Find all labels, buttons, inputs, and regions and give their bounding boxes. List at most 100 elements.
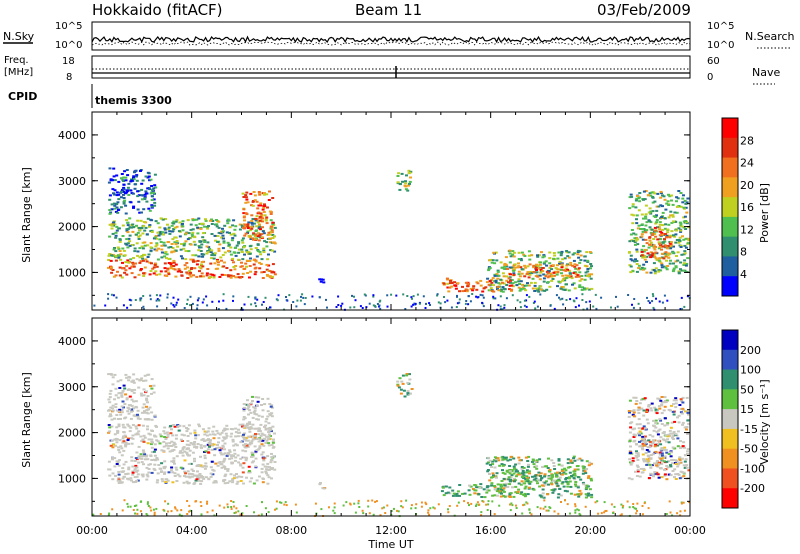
echo-cell: [182, 244, 186, 247]
echo-cell: [267, 264, 271, 267]
ground-scatter-cell: [264, 296, 267, 299]
echo-cell: [682, 206, 686, 209]
echo-cell: [551, 274, 555, 277]
echo-cell: [647, 450, 651, 453]
echo-cell: [117, 446, 120, 449]
echo-cell: [247, 235, 251, 237]
echo-cell: [505, 265, 509, 268]
echo-cell: [682, 475, 686, 478]
echo-cell: [645, 418, 649, 421]
echo-cell: [658, 243, 662, 246]
echo-cell: [508, 252, 512, 255]
echo-cell: [244, 459, 248, 462]
echo-cell: [679, 268, 682, 271]
echo-cell: [247, 435, 251, 438]
echo-cell: [254, 465, 258, 468]
x-axis-label: Time UT: [367, 538, 413, 551]
echo-cell: [163, 228, 167, 231]
echo-cell: [248, 471, 252, 474]
echo-cell: [248, 265, 252, 267]
echo-cell: [228, 226, 232, 229]
velocity-colorbar-tick-label: 100: [740, 364, 761, 377]
echo-cell: [153, 414, 157, 417]
ground-scatter-cell: [549, 304, 552, 307]
echo-cell: [494, 251, 498, 254]
echo-cell: [684, 206, 688, 209]
echo-cell: [319, 280, 323, 283]
ground-scatter-cell: [173, 305, 176, 308]
echo-cell: [186, 482, 190, 485]
echo-cell: [249, 257, 252, 260]
ground-scatter-cell: [539, 293, 542, 296]
echo-cell: [137, 445, 141, 448]
echo-cell: [143, 253, 147, 256]
echo-cell: [249, 248, 253, 251]
echo-cell: [164, 250, 168, 253]
echo-cell: [497, 487, 501, 490]
echo-cell: [205, 431, 209, 434]
echo-cell: [548, 275, 552, 278]
echo-cell: [673, 211, 677, 214]
echo-cell: [206, 227, 210, 230]
echo-cell: [226, 468, 230, 471]
echo-cell: [670, 462, 674, 465]
echo-cell: [572, 470, 576, 473]
echo-cell: [647, 455, 651, 458]
echo-cell: [160, 251, 164, 254]
echo-cell: [550, 489, 554, 491]
echo-cell: [641, 228, 645, 231]
echo-cell: [559, 254, 563, 257]
ground-scatter-cell: [405, 499, 408, 502]
echo-cell: [153, 448, 157, 451]
echo-cell: [647, 404, 651, 406]
echo-cell: [126, 242, 130, 245]
ground-scatter-cell: [562, 303, 565, 306]
echo-cell: [130, 404, 134, 407]
ground-scatter-cell: [539, 507, 542, 510]
echo-cell: [652, 215, 656, 218]
echo-cell: [115, 414, 119, 416]
echo-cell: [138, 256, 142, 259]
echo-cell: [642, 250, 646, 253]
echo-cell: [160, 462, 164, 465]
echo-cell: [253, 199, 257, 202]
echo-cell: [221, 439, 225, 442]
echo-cell: [509, 279, 512, 282]
ground-scatter-cell: [267, 307, 270, 310]
echo-cell: [250, 222, 254, 225]
ground-scatter-cell: [342, 504, 345, 507]
ground-scatter-cell: [325, 298, 327, 301]
echo-cell: [235, 482, 239, 485]
ground-scatter-cell: [283, 503, 286, 506]
echo-cell: [262, 459, 266, 462]
echo-cell: [654, 473, 658, 476]
echo-cell: [181, 454, 185, 457]
echo-cell: [128, 240, 132, 243]
echo-cell: [152, 450, 156, 453]
echo-cell: [635, 214, 639, 217]
echo-cell: [655, 412, 659, 415]
ground-scatter-cell: [93, 304, 96, 307]
echo-cell: [471, 488, 475, 490]
echo-cell: [173, 268, 177, 271]
echo-cell: [495, 476, 498, 479]
echo-cell: [183, 450, 187, 453]
echo-cell: [641, 444, 645, 447]
echo-cell: [534, 266, 538, 269]
echo-cell: [254, 247, 258, 249]
echo-cell: [108, 194, 112, 197]
echo-cell: [236, 435, 240, 438]
echo-cell: [142, 259, 145, 262]
echo-cell: [262, 247, 266, 250]
echo-cell: [634, 199, 638, 202]
echo-cell: [252, 232, 256, 235]
echo-cell: [251, 237, 255, 240]
echo-cell: [164, 438, 168, 440]
echo-cell: [560, 468, 564, 471]
echo-cell: [225, 424, 229, 427]
echo-cell: [527, 463, 530, 466]
echo-cell: [461, 492, 464, 495]
echo-cell: [676, 416, 679, 419]
echo-cell: [567, 274, 571, 277]
echo-cell: [537, 474, 541, 477]
